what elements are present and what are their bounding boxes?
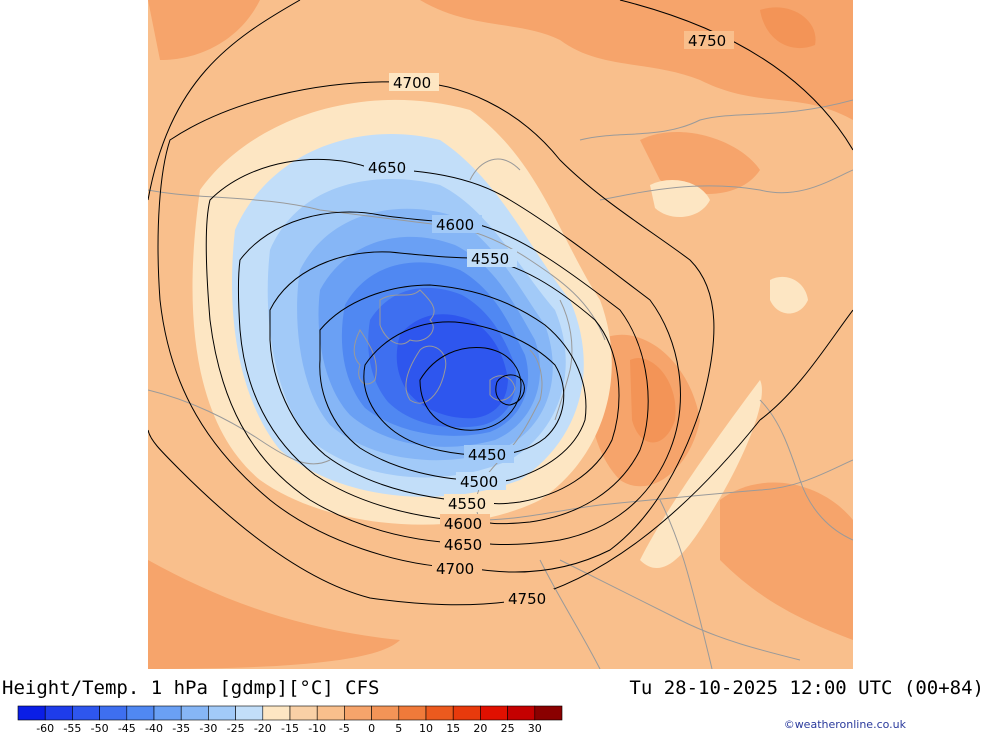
legend-label: -50 bbox=[91, 722, 109, 733]
legend-label: -40 bbox=[145, 722, 163, 733]
legend-swatch bbox=[17, 705, 46, 721]
legend-swatch bbox=[452, 705, 481, 721]
legend-swatch bbox=[534, 705, 563, 721]
contour-labels: 4750 4700 4650 4600 4550 4450 4500 4550 … bbox=[364, 31, 734, 608]
legend-swatch bbox=[425, 705, 454, 721]
contour-4750-west bbox=[148, 0, 301, 201]
contour-4600 bbox=[238, 211, 649, 525]
legend-swatch bbox=[153, 705, 182, 721]
legend-label: 20 bbox=[473, 722, 487, 733]
legend-swatch bbox=[262, 705, 291, 721]
contour-4700 bbox=[157, 81, 715, 573]
legend-swatch bbox=[235, 705, 264, 721]
cold-field-minus50 bbox=[396, 314, 508, 419]
pale-patches bbox=[640, 180, 808, 569]
legend-swatch bbox=[44, 705, 73, 721]
legend-label: -55 bbox=[63, 722, 81, 733]
legend-label: -20 bbox=[254, 722, 272, 733]
height-temperature-map: 4750 4700 4650 4600 4550 4450 4500 4550 … bbox=[148, 0, 853, 669]
valid-time: Tu 28-10-2025 12:00 UTC (00+84) bbox=[629, 677, 984, 699]
legend-swatch bbox=[507, 705, 536, 721]
legend-label: 30 bbox=[528, 722, 542, 733]
legend-swatch bbox=[180, 705, 209, 721]
legend-label: -45 bbox=[118, 722, 136, 733]
legend-swatch bbox=[208, 705, 236, 721]
legend-label: -15 bbox=[281, 722, 299, 733]
legend-label: -25 bbox=[227, 722, 245, 733]
legend-swatch bbox=[72, 705, 100, 721]
contour-label-north-4750: 4750 bbox=[688, 32, 726, 50]
legend-swatch bbox=[398, 705, 427, 721]
legend-swatch bbox=[344, 705, 372, 721]
contour-4650 bbox=[205, 158, 681, 546]
contour-label-south-4500: 4500 bbox=[460, 473, 498, 491]
contour-4400 bbox=[419, 346, 522, 431]
legend-swatch bbox=[316, 705, 345, 721]
legend-label: -30 bbox=[199, 722, 217, 733]
legend-label: -5 bbox=[339, 722, 350, 733]
contour-4450 bbox=[363, 321, 565, 456]
legend-swatch bbox=[289, 705, 318, 721]
contour-4350 bbox=[495, 374, 525, 406]
contour-label-4450: 4450 bbox=[468, 446, 506, 464]
legend-label: 5 bbox=[395, 722, 402, 733]
legend-label: 25 bbox=[501, 722, 515, 733]
map-title: Height/Temp. 1 hPa [gdmp][°C] CFS bbox=[2, 677, 380, 699]
contour-4750-north bbox=[619, 0, 853, 151]
legend-label: -10 bbox=[308, 722, 326, 733]
legend-swatch bbox=[126, 705, 155, 721]
legend-swatch bbox=[480, 705, 508, 721]
contour-label-north-4650: 4650 bbox=[368, 159, 406, 177]
contour-4500 bbox=[319, 284, 587, 483]
height-contours bbox=[148, 0, 853, 606]
contour-label-south-4700: 4700 bbox=[436, 560, 474, 578]
hot-patches bbox=[630, 7, 816, 443]
contour-label-north-4550: 4550 bbox=[471, 250, 509, 268]
contour-label-south-4550: 4550 bbox=[448, 495, 486, 513]
legend-label: -60 bbox=[36, 722, 54, 733]
legend-swatch bbox=[99, 705, 128, 721]
legend-label: 15 bbox=[446, 722, 460, 733]
contour-label-south-4600: 4600 bbox=[444, 515, 482, 533]
legend-swatch bbox=[371, 705, 400, 721]
coastlines bbox=[148, 99, 853, 669]
contour-label-south-4650: 4650 bbox=[444, 536, 482, 554]
legend-label: -35 bbox=[172, 722, 190, 733]
color-legend: -60 -55 -50 -45 -40 -35 -30 -25 -20 -15 -10 -5 0 5 10 1… bbox=[17, 705, 563, 733]
contour-label-south-4750: 4750 bbox=[508, 590, 546, 608]
legend-label: 0 bbox=[368, 722, 375, 733]
contour-label-north-4700: 4700 bbox=[393, 74, 431, 92]
contour-4550 bbox=[269, 251, 620, 505]
contour-label-north-4600: 4600 bbox=[436, 216, 474, 234]
credit-link[interactable]: ©weatheronline.co.uk bbox=[783, 718, 906, 731]
legend-label: 10 bbox=[419, 722, 433, 733]
